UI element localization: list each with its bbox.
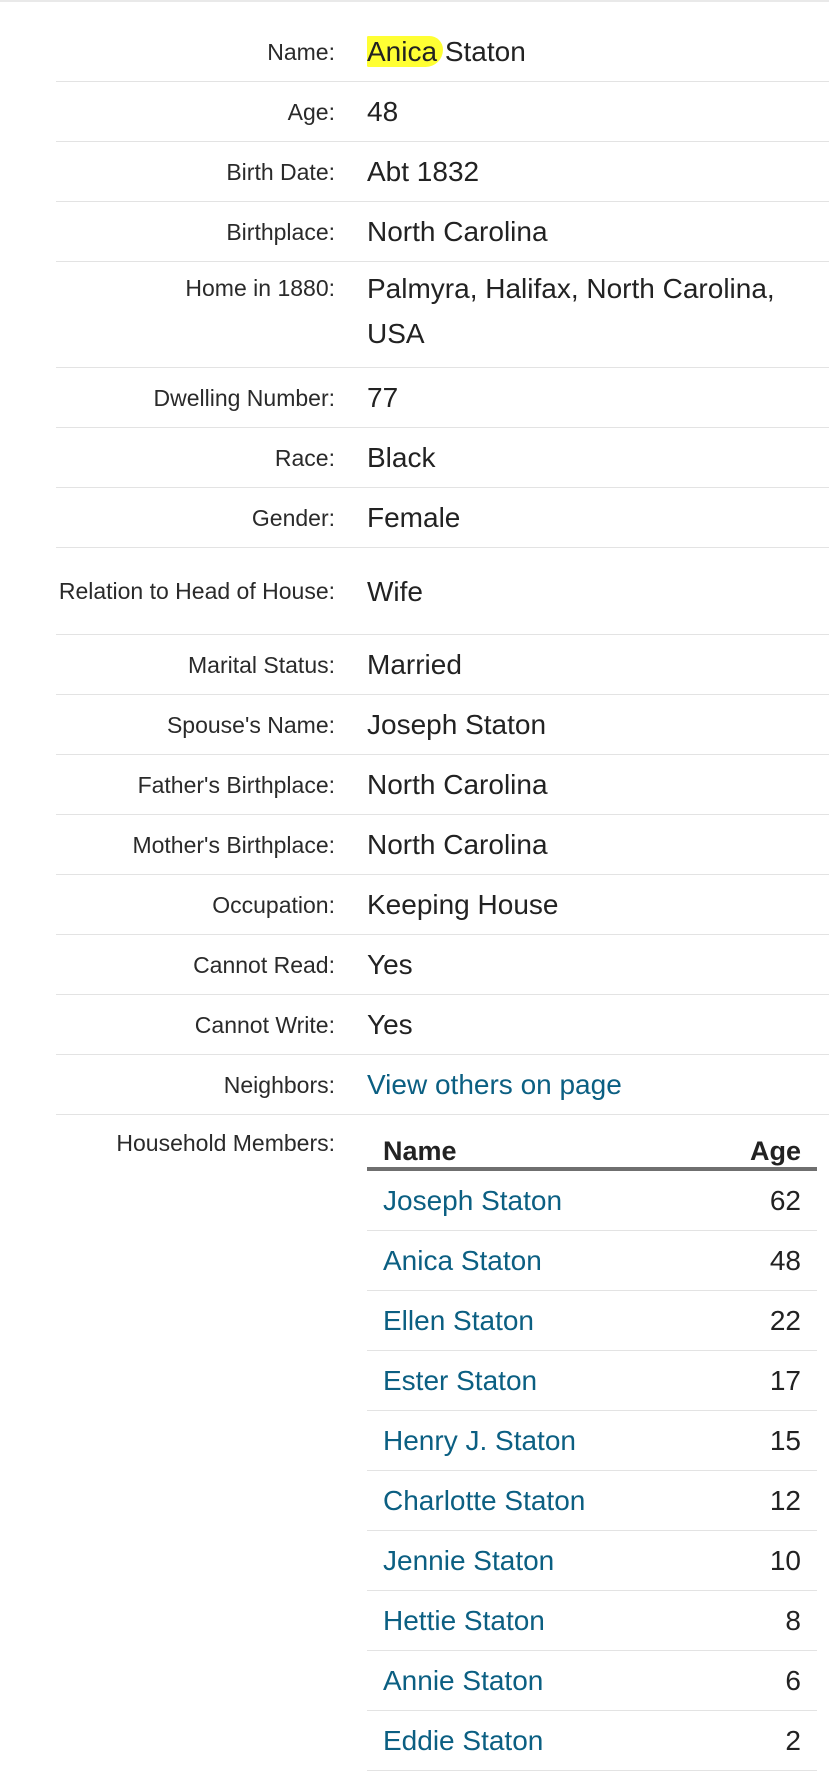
field-value: Yes: [367, 1009, 413, 1040]
member-age: 6: [785, 1664, 801, 1696]
field-label: Home in 1880:: [185, 275, 335, 301]
field-father-birthplace: Father's Birthplace: North Carolina: [56, 755, 829, 815]
top-border: [0, 0, 829, 2]
table-row: Charlotte Staton 12: [367, 1471, 817, 1531]
column-header-age[interactable]: Age: [749, 1136, 801, 1166]
table-row: Annie Staton 6: [367, 1651, 817, 1711]
member-link[interactable]: Joseph Staton: [383, 1184, 563, 1216]
field-label: Name:: [267, 38, 335, 65]
member-link[interactable]: Charlotte Staton: [383, 1484, 586, 1516]
member-age: 12: [769, 1484, 801, 1516]
field-value: 77: [367, 382, 399, 413]
field-label: Marital Status:: [188, 651, 335, 678]
field-name: Name: Anica Staton: [56, 22, 829, 82]
field-race: Race: Black: [56, 428, 829, 488]
member-link[interactable]: Annie Staton: [383, 1664, 544, 1696]
table-row: Hettie Staton 8: [367, 1591, 817, 1651]
household-members: Household Members: Name Age Joseph Stato…: [56, 1115, 829, 1771]
field-marital-status: Marital Status: Married: [56, 635, 829, 695]
member-link[interactable]: Eddie Staton: [383, 1724, 544, 1756]
field-value: Anica Staton: [367, 29, 829, 74]
member-age: 22: [769, 1304, 801, 1336]
field-cannot-write: Cannot Write: Yes: [56, 995, 829, 1055]
field-value: Married: [367, 649, 462, 680]
field-home: Home in 1880: Palmyra, Halifax, North Ca…: [56, 262, 829, 368]
field-value: Keeping House: [367, 889, 559, 920]
field-birthplace: Birthplace: North Carolina: [56, 202, 829, 262]
search-highlight: Anica: [367, 36, 444, 67]
field-value: Palmyra, Halifax, North Carolina, USA: [367, 273, 775, 349]
field-gender: Gender: Female: [56, 488, 829, 548]
field-relation: Relation to Head of House: Wife: [56, 548, 829, 635]
member-age: 17: [769, 1364, 801, 1396]
member-age: 8: [785, 1604, 801, 1636]
field-label: Age:: [287, 98, 335, 125]
table-row: Anica Staton 48: [367, 1231, 817, 1291]
field-label: Neighbors:: [223, 1071, 335, 1098]
field-label: Mother's Birthplace:: [132, 831, 335, 858]
field-label: Occupation:: [212, 891, 335, 918]
member-link[interactable]: Ellen Staton: [383, 1304, 534, 1336]
field-value: Abt 1832: [367, 156, 480, 187]
field-label: Cannot Write:: [194, 1011, 335, 1038]
household-table: Name Age Joseph Staton 62 Anica Staton 4…: [367, 1123, 817, 1771]
field-label: Father's Birthplace:: [137, 771, 335, 798]
table-row: Ester Staton 17: [367, 1351, 817, 1411]
member-age: 62: [769, 1184, 801, 1216]
field-dwelling-number: Dwelling Number: 77: [56, 368, 829, 428]
field-mother-birthplace: Mother's Birthplace: North Carolina: [56, 815, 829, 875]
view-neighbors-link[interactable]: View others on page: [367, 1069, 622, 1100]
field-label: Relation to Head of House:: [58, 578, 335, 604]
table-row: Eddie Staton 2: [367, 1711, 817, 1771]
field-label: Cannot Read:: [193, 951, 335, 978]
member-age: 10: [769, 1544, 801, 1576]
name-rest: Staton: [437, 36, 526, 67]
member-link[interactable]: Hettie Staton: [383, 1604, 545, 1636]
field-value: North Carolina: [367, 769, 548, 800]
field-occupation: Occupation: Keeping House: [56, 875, 829, 935]
field-age: Age: 48: [56, 82, 829, 142]
field-value: Joseph Staton: [367, 709, 547, 740]
field-value: 48: [367, 96, 399, 127]
table-row: Henry J. Staton 15: [367, 1411, 817, 1471]
household-label: Household Members:: [116, 1130, 335, 1156]
field-neighbors: Neighbors: View others on page: [56, 1055, 829, 1115]
field-value: North Carolina: [367, 216, 548, 247]
member-age: 15: [769, 1424, 801, 1456]
field-birth-date: Birth Date: Abt 1832: [56, 142, 829, 202]
field-cannot-read: Cannot Read: Yes: [56, 935, 829, 995]
field-label: Birth Date:: [226, 158, 335, 185]
record-details: Name: Anica Staton Age: 48 Birth Date: A…: [56, 22, 829, 1771]
table-row: Ellen Staton 22: [367, 1291, 817, 1351]
field-value: Wife: [367, 575, 423, 607]
field-label: Dwelling Number:: [153, 384, 335, 411]
field-value: Yes: [367, 949, 413, 980]
field-value: North Carolina: [367, 829, 548, 860]
table-row: Jennie Staton 10: [367, 1531, 817, 1591]
field-value: View others on page: [367, 1062, 829, 1107]
member-age: 48: [769, 1244, 801, 1276]
field-spouse-name: Spouse's Name: Joseph Staton: [56, 695, 829, 755]
household-table-header: Name Age: [367, 1123, 817, 1171]
field-label: Birthplace:: [226, 218, 335, 245]
field-label: Spouse's Name:: [166, 711, 335, 738]
member-age: 2: [785, 1724, 801, 1756]
field-label: Race:: [274, 444, 335, 471]
column-header-name[interactable]: Name: [383, 1136, 457, 1166]
field-value: Female: [367, 502, 461, 533]
member-link[interactable]: Henry J. Staton: [383, 1424, 576, 1456]
field-label: Gender:: [251, 504, 335, 531]
member-link[interactable]: Ester Staton: [383, 1364, 538, 1396]
field-value: Black: [367, 442, 436, 473]
member-link[interactable]: Anica Staton: [383, 1244, 542, 1276]
table-row: Joseph Staton 62: [367, 1171, 817, 1231]
member-link[interactable]: Jennie Staton: [383, 1544, 555, 1576]
